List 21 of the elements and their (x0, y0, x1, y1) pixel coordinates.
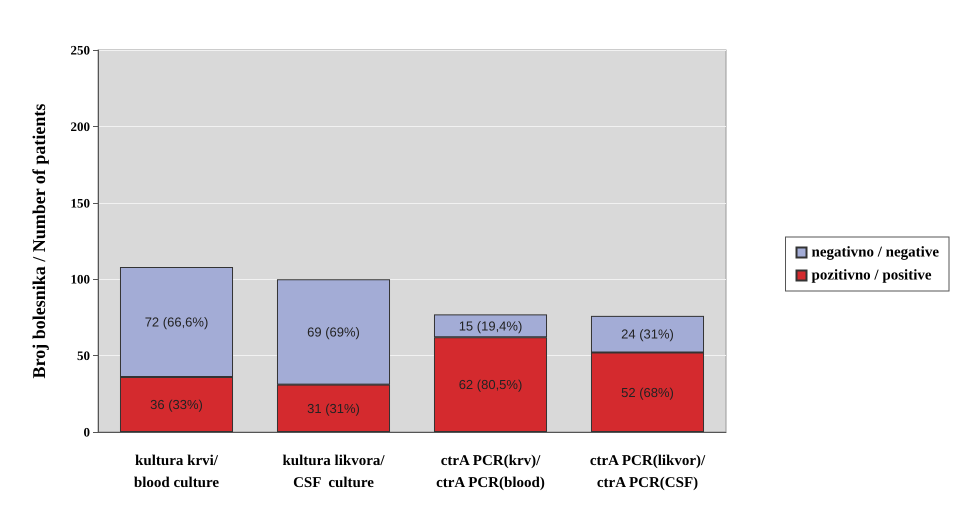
data-label: 62 (80,5%) (458, 377, 522, 392)
y-tick-label: 50 (77, 348, 90, 364)
data-label: 24 (31%) (621, 326, 674, 342)
legend-label: pozitivno / positive (812, 268, 932, 284)
y-tick-label: 200 (70, 118, 90, 134)
x-tick-label: kultura krvi/ blood culture (134, 453, 220, 491)
y-tick-label: 100 (70, 272, 90, 287)
data-label: 52 (68%) (621, 384, 674, 400)
y-tick-label: 0 (84, 424, 90, 440)
data-label: 15 (19,4%) (458, 318, 522, 334)
data-label: 72 (66,6%) (144, 314, 208, 330)
x-tick-label: ctrA PCR(likvor)/ ctrA PCR(CSF) (590, 453, 706, 491)
y-tick-label: 250 (70, 42, 90, 58)
legend-label: negativno / negative (812, 244, 940, 260)
y-axis-title: Broj bolesnika / Number of patients (29, 104, 49, 378)
data-label: 69 (69%) (307, 324, 360, 340)
data-label: 31 (31%) (307, 400, 360, 416)
x-tick-label: ctrA PCR(krv)/ ctrA PCR(blood) (436, 453, 545, 491)
data-label: 36 (33%) (150, 396, 203, 412)
x-tick-label: kultura likvora/ CSF culture (282, 453, 386, 491)
y-tick-label: 150 (70, 195, 90, 210)
